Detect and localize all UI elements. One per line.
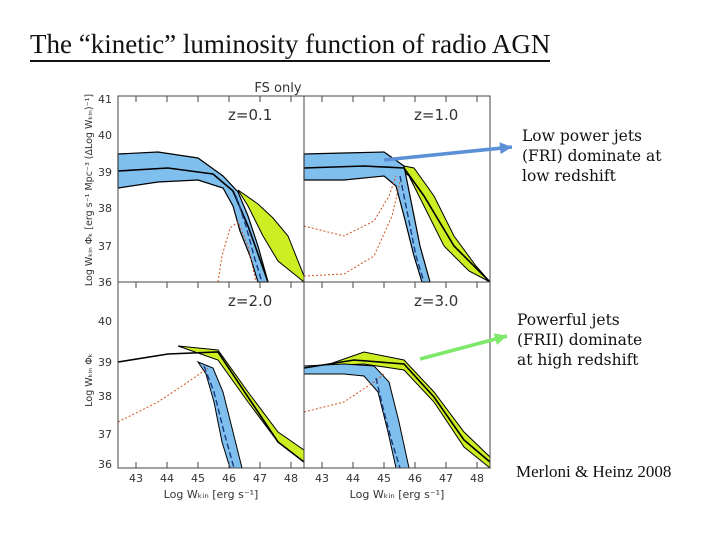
xtick-right-1: 44 [346, 472, 360, 485]
xlabel-left: Log Wₖᵢₙ [erg s⁻¹] [164, 488, 259, 501]
fri-band-z3 [303, 363, 410, 469]
annotation-low-line-3: low redshift [522, 167, 616, 185]
total-curve-z0 [117, 167, 269, 283]
annotation-low-line-2: (FRI) dominate at [522, 147, 662, 165]
dashed-curve-z1 [399, 175, 425, 283]
annotation-powerful: Powerful jets (FRII) dominate at high re… [517, 310, 642, 370]
arrow-low-power [383, 145, 513, 162]
ytick-top-1: 40 [98, 129, 112, 142]
xlabel-right: Log Wₖᵢₙ [erg s⁻¹] [350, 488, 445, 501]
slide-title: The “kinetic” luminosity function of rad… [30, 28, 551, 62]
frii-band-z2 [177, 345, 305, 464]
total-curve-z1 [303, 165, 491, 283]
dotted-curve-z1a [303, 175, 397, 237]
arrow-powerful-head [493, 333, 507, 345]
annotation-high-line-3: at high redshift [517, 351, 639, 369]
panel-label-2: z=2.0 [228, 292, 272, 310]
dashed-curve-z3 [375, 377, 401, 469]
xtick-left-5: 48 [284, 472, 298, 485]
xtick-right-0: 43 [315, 472, 329, 485]
arrow-low-power-head [499, 142, 512, 155]
figure-header: FS only [254, 81, 301, 96]
dotted-curve-z3 [303, 373, 385, 413]
xtick-right-2: 45 [377, 472, 391, 485]
credit: Merloni & Heinz 2008 [516, 462, 672, 481]
xtick-left-3: 46 [222, 472, 236, 485]
xtick-left-0: 43 [129, 472, 143, 485]
dotted-curve-z2 [117, 367, 209, 423]
ytick-bottom-5: 36 [98, 458, 112, 471]
ytick-bottom-2: 39 [98, 356, 112, 369]
panel-label-0: z=0.1 [228, 106, 272, 124]
panel-label-1: z=1.0 [414, 106, 458, 124]
panel-label-3: z=3.0 [414, 292, 458, 310]
ytick-top-3: 38 [98, 202, 112, 215]
ytick-bottom-4: 37 [98, 428, 112, 441]
xtick-right-3: 46 [408, 472, 422, 485]
ytick-bottom-3: 38 [98, 390, 112, 403]
total-curve-z2 [117, 351, 305, 463]
annotation-high-line-2: (FRII) dominate [517, 331, 643, 349]
ylabel-top: Log Wₖᵢₙ Φₖ [erg s⁻¹ Mpc⁻³ (ΔLog Wₖᵢₙ)⁻¹… [84, 94, 95, 286]
dashed-curve-z0 [235, 195, 263, 283]
annotation-high-line-1: Powerful jets [517, 311, 620, 329]
annotation-low-power: Low power jets (FRI) dominate at low red… [522, 126, 662, 186]
total-curve-z3 [303, 359, 491, 463]
xtick-right-4: 47 [439, 472, 453, 485]
xtick-left-1: 44 [160, 472, 174, 485]
panel-frame-3 [303, 281, 491, 469]
xtick-left-2: 45 [191, 472, 205, 485]
arrow-powerful [419, 334, 508, 361]
ylabel-bottom: Log Wₖᵢₙ Φₖ [84, 353, 95, 406]
dashed-curve-z2 [203, 365, 235, 469]
xtick-right-5: 48 [470, 472, 484, 485]
ytick-top-4: 37 [98, 240, 112, 253]
xtick-left-4: 47 [253, 472, 267, 485]
ytick-top-5: 36 [98, 276, 112, 289]
dotted-curve-z1b [303, 181, 401, 277]
dotted-curve-z0 [217, 221, 257, 283]
ytick-top-0: 41 [98, 93, 112, 106]
ytick-top-2: 39 [98, 166, 112, 179]
annotation-low-line-1: Low power jets [522, 127, 643, 145]
ytick-bottom-1: 40 [98, 315, 112, 328]
